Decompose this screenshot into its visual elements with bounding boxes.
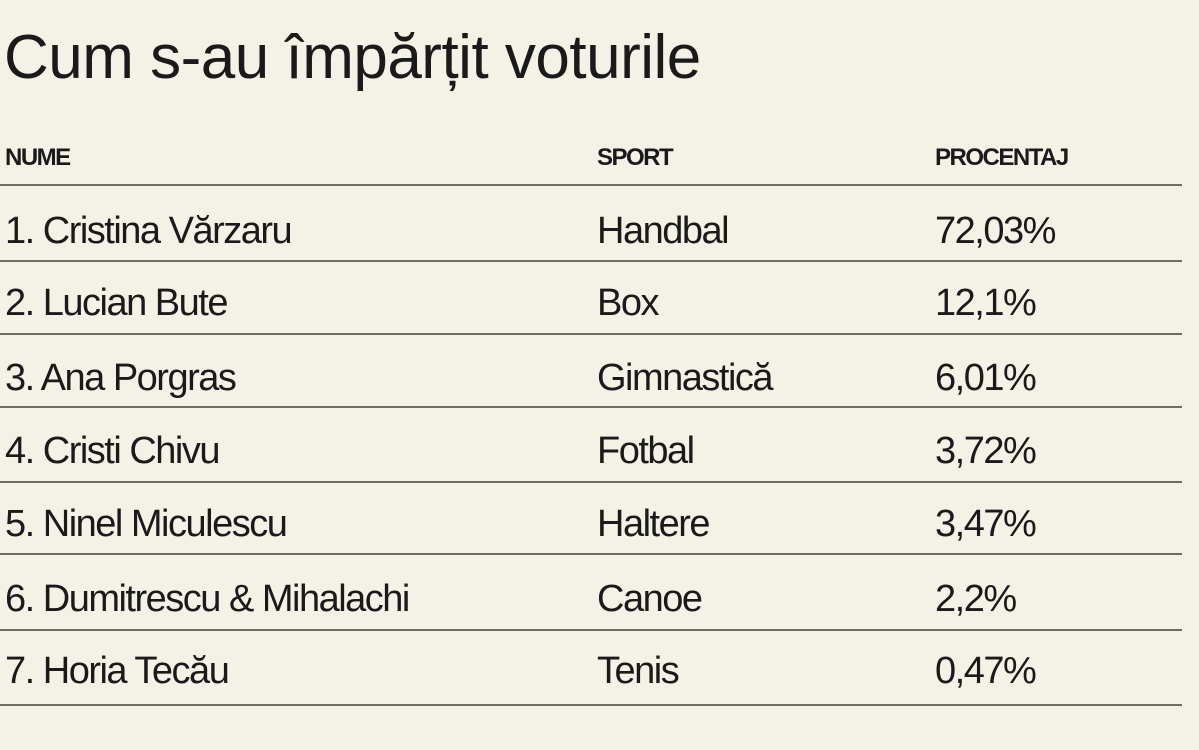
table-cell: 2. Lucian Bute: [5, 282, 228, 324]
table-cell: Handbal: [597, 210, 730, 252]
row-divider: [0, 481, 1182, 483]
row-divider: [0, 553, 1182, 555]
header-cell: SPORT: [597, 144, 674, 171]
row-divider: [0, 333, 1182, 335]
table-cell: Haltere: [597, 503, 711, 545]
table-cell: 3,47%: [935, 503, 1037, 545]
row-divider: [0, 406, 1182, 408]
header-cell: PROCENTAJ: [935, 144, 1069, 171]
row-divider: [0, 184, 1182, 186]
table-cell: 2,2%: [935, 578, 1017, 620]
table-cell: 4. Cristi Chivu: [5, 430, 221, 472]
table-cell: 3,72%: [935, 430, 1037, 472]
table-cell: Tenis: [597, 650, 680, 692]
row-divider: [0, 629, 1182, 631]
header-cell: NUME: [5, 144, 71, 171]
table-cell: Fotbal: [597, 430, 695, 472]
table-cell: 6. Dumitrescu & Mihalachi: [5, 578, 410, 620]
table-cell: Box: [597, 282, 659, 324]
table-cell: 5. Ninel Miculescu: [5, 503, 288, 545]
table-cell: 7. Horia Tecău: [5, 650, 230, 692]
row-divider: [0, 260, 1182, 262]
table-cell: 72,03%: [935, 210, 1056, 252]
table-cell: Canoe: [597, 578, 703, 620]
row-divider: [0, 704, 1182, 706]
table-cell: 1. Cristina Vărzaru: [5, 210, 293, 252]
table-cell: 12,1%: [935, 282, 1037, 324]
table-cell: 3. Ana Porgras: [5, 357, 237, 399]
table-cell: Gimnastică: [597, 357, 774, 399]
title: Cum s-au împărțit voturile: [4, 23, 701, 92]
table-cell: 0,47%: [935, 650, 1037, 692]
table-cell: 6,01%: [935, 357, 1037, 399]
